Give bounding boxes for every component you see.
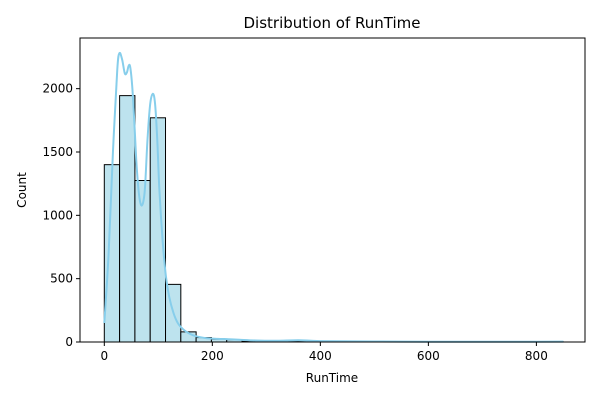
y-axis-label: Count bbox=[15, 172, 29, 208]
y-tick-label: 1500 bbox=[42, 145, 73, 159]
chart-title: Distribution of RunTime bbox=[244, 14, 421, 32]
x-axis-ticks: 0 200 400 600 800 bbox=[100, 342, 548, 363]
x-tick-label: 0 bbox=[100, 349, 108, 363]
x-tick-label: 800 bbox=[525, 349, 548, 363]
plot-frame bbox=[79, 37, 586, 343]
x-tick-label: 400 bbox=[309, 349, 332, 363]
histogram-bar bbox=[119, 95, 136, 343]
x-tick-label: 600 bbox=[417, 349, 440, 363]
kde-curve bbox=[103, 51, 564, 343]
y-tick-label: 2000 bbox=[42, 82, 73, 96]
x-axis-label: RunTime bbox=[306, 371, 358, 385]
y-tick-label: 500 bbox=[50, 272, 73, 286]
histogram-bars bbox=[103, 95, 564, 343]
y-tick-label: 1000 bbox=[42, 208, 73, 222]
y-axis-ticks: 0 500 1000 1500 2000 bbox=[42, 82, 80, 349]
x-tick-label: 200 bbox=[201, 349, 224, 363]
y-tick-label: 0 bbox=[65, 335, 73, 349]
